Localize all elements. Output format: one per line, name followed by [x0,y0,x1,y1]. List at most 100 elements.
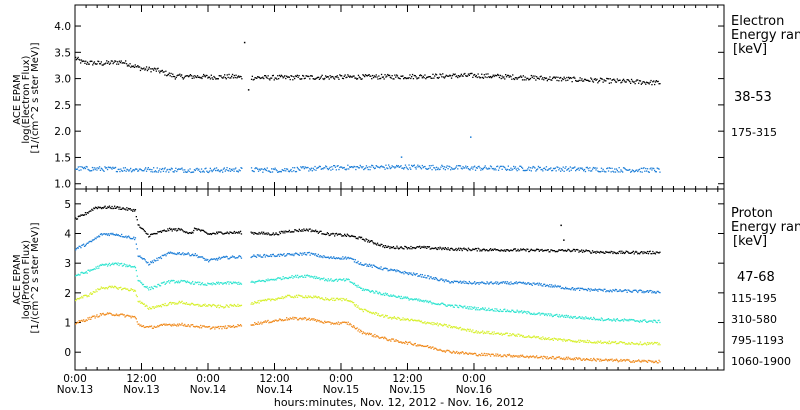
data-point [174,253,176,255]
data-point [101,287,103,289]
data-point [201,171,204,173]
data-point [524,169,526,172]
data-point [390,77,392,79]
data-point [605,80,607,82]
data-point [134,238,136,241]
data-point [331,322,333,324]
data-point [658,168,660,170]
data-point [316,319,319,321]
data-point [80,169,82,171]
data-point [76,297,79,300]
data-point [173,280,175,282]
data-point [160,282,163,284]
data-point [377,244,380,246]
data-point [300,295,302,297]
data-point [392,294,395,296]
data-point [648,251,650,253]
data-point [572,77,574,79]
data-point [645,343,647,345]
data-point [416,273,418,275]
data-point [538,337,540,339]
proton-ylabel: ACE EPAM log(Proton Flux) [1/(cm^2 s ste… [12,222,41,333]
data-point [308,317,310,319]
data-point [497,281,499,283]
data-point [154,306,156,308]
data-point [174,78,176,80]
data-point [114,314,116,317]
data-point [113,207,115,209]
data-point [332,232,334,235]
data-point [574,289,576,291]
data-point [481,331,483,333]
data-point [596,358,598,360]
data-point [424,247,426,249]
data-point [605,291,607,293]
data-point [490,249,493,252]
data-point [237,232,239,234]
data-point [85,294,87,296]
data-point [594,167,596,169]
data-point [167,281,169,283]
data-point [335,278,338,280]
data-point [97,167,99,169]
data-point [650,290,652,292]
data-point [456,75,458,77]
data-point [157,283,159,286]
data-point [231,73,234,76]
data-point [514,355,517,357]
data-point [208,171,210,174]
data-point [299,230,301,232]
data-point [542,358,544,360]
data-point [535,356,537,358]
data-point [305,295,307,297]
data-point [643,359,645,361]
data-point [271,321,274,323]
data-point [603,319,605,321]
x-tick-date-label: Nov.15 [389,384,425,396]
data-point [627,169,629,171]
x-tick-time-label: 12:00 [392,373,422,385]
data-point [443,248,446,250]
data-point [460,248,462,250]
data-point [323,322,325,324]
data-point [492,333,494,335]
data-point [574,77,576,79]
data-point [267,319,269,322]
data-point [109,312,111,314]
data-point [610,319,612,321]
data-point [332,168,334,170]
data-point [255,255,257,258]
data-point [502,249,504,251]
data-point [93,167,95,169]
data-point [289,170,291,172]
data-point [592,289,594,291]
data-point [275,279,277,281]
data-point [116,287,118,289]
data-point [382,76,384,78]
data-point [415,76,417,78]
data-point [458,165,461,167]
data-point [603,79,605,81]
data-point [273,79,275,81]
data-point [96,63,98,65]
data-point [492,283,494,285]
data-point [471,331,473,333]
data-point [539,338,541,340]
data-point [553,168,556,170]
data-point [201,229,204,231]
data-point [375,290,377,292]
data-point [654,292,657,294]
data-point [117,288,119,290]
data-point [562,78,564,81]
data-point [420,300,423,302]
data-point [237,256,239,259]
data-point [550,286,552,288]
data-point [160,306,163,308]
data-point [360,262,362,264]
data-point [379,78,381,80]
data-point [120,263,122,265]
data-point [369,333,372,335]
data-point [647,359,650,362]
data-point [101,313,103,315]
